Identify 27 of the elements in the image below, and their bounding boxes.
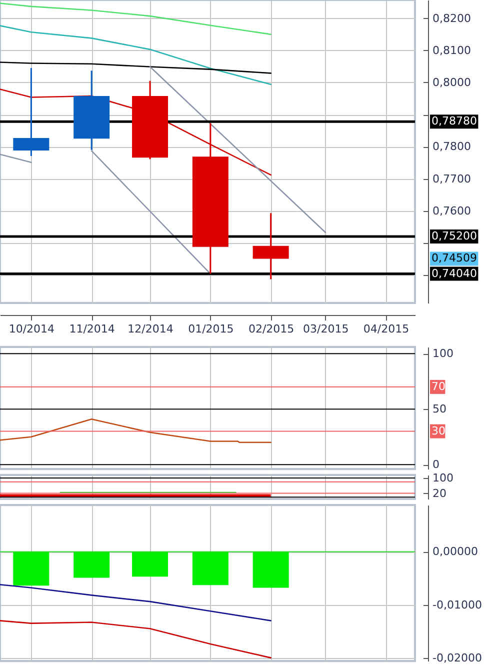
line-series <box>0 25 272 86</box>
x-tick-label: 10/2014 <box>8 322 55 336</box>
y-tick-label: 0,8000 <box>432 76 471 89</box>
x-tick-label: 03/2015 <box>303 322 349 336</box>
y-tick-label: 0 <box>432 458 440 472</box>
y-tick-label: 100 <box>432 347 454 360</box>
line-series <box>0 584 272 622</box>
x-tick-label: 01/2015 <box>188 322 234 336</box>
line-series <box>0 2 272 35</box>
x-tick-label: 04/2015 <box>363 322 410 336</box>
x-tick-label: 11/2014 <box>69 322 115 336</box>
x-tick-label: 12/2014 <box>128 322 174 336</box>
line-series <box>0 620 272 658</box>
line-series <box>0 418 272 444</box>
y-tick-label: 0,7800 <box>432 140 471 154</box>
y-tick-label: 0,8200 <box>432 12 471 25</box>
y-tick-label: 0,7700 <box>432 172 471 186</box>
y-tick-label: -0,01000 <box>432 598 482 612</box>
y-tick-label: 20 <box>432 486 446 500</box>
y-tick-label: 50 <box>432 402 446 416</box>
y-tick-label: 0,8100 <box>432 44 471 57</box>
y-tick-label: 0,7600 <box>432 204 471 218</box>
x-tick-label: 02/2015 <box>248 322 294 336</box>
y-tick-label: 0,00000 <box>432 545 478 558</box>
y-tick-label: -0,02000 <box>432 651 482 664</box>
y-tick-label: 100 <box>432 472 454 485</box>
line-series <box>0 62 272 74</box>
